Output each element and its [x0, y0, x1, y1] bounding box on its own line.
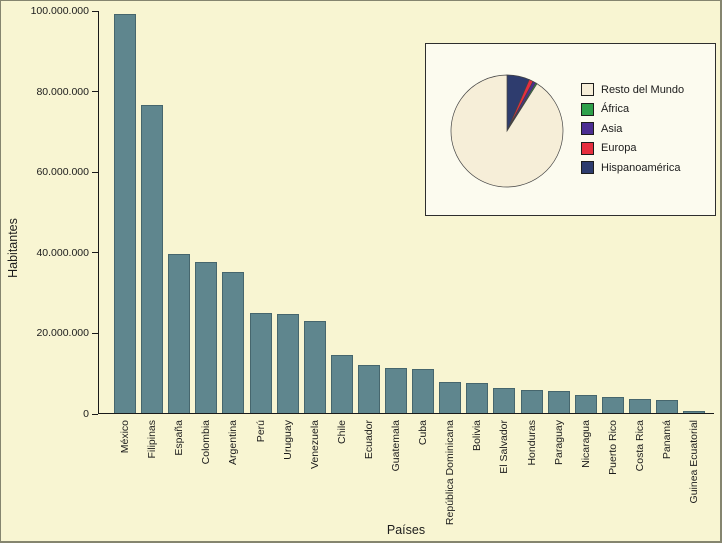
x-axis-title: Países [386, 523, 426, 537]
x-tick-label: México [119, 420, 131, 454]
legend-label: África [601, 103, 630, 115]
x-tick-label: Guatemala [390, 420, 402, 472]
x-tick-label: Ecuador [362, 420, 375, 460]
bar-chart-plot-area: 0 20.000.000 40.000.000 60.000.000 80.000.00… [31, 5, 714, 525]
bar [412, 369, 435, 413]
y-tick-label: 60.000.000 [36, 166, 89, 179]
x-tick-label: Puerto Rico [606, 420, 619, 475]
x-tick-label: Paraguay [552, 420, 565, 465]
bar [385, 368, 407, 413]
x-tick-label: Chile [335, 420, 348, 444]
legend-label: Europa [601, 142, 637, 154]
bar [276, 314, 299, 413]
bar [520, 390, 543, 413]
bar [168, 254, 191, 413]
x-tick-label: Filipinas [146, 420, 159, 459]
bar [628, 399, 651, 413]
x-tick-label: Panamá [661, 420, 673, 460]
legend-swatch [581, 161, 594, 174]
legend-item: Asia [581, 122, 684, 135]
y-axis-tick [92, 171, 98, 173]
legend-item: Resto del Mundo [581, 83, 684, 96]
pie-slice [450, 74, 564, 188]
bar [195, 262, 218, 413]
legend-label: Resto del Mundo [601, 83, 685, 96]
legend-swatch [581, 122, 594, 135]
legend-swatch [581, 83, 594, 96]
y-tick-label: 100.000.000 [30, 5, 89, 17]
bar [656, 400, 678, 413]
x-tick-label: Bolivia [471, 420, 484, 451]
x-tick-label: Perú [254, 420, 267, 443]
y-tick-label: 80.000.000 [36, 85, 89, 98]
pie-legend: Resto del Mundo África Asia Europa Hispanoam… [581, 83, 684, 174]
y-axis-tick [92, 252, 98, 254]
y-axis-tick [92, 332, 98, 334]
x-tick-label: Uruguay [281, 420, 294, 460]
bar [330, 355, 353, 413]
x-tick-label: Venezuela [308, 420, 321, 470]
y-tick-label: 0 [83, 408, 89, 420]
legend-item: África [581, 102, 684, 116]
legend-swatch [581, 102, 594, 116]
bar [249, 313, 272, 413]
legend-label: Asia [601, 122, 623, 135]
x-tick-label: España [173, 420, 186, 456]
x-tick-label: Cuba [417, 420, 430, 446]
x-tick-label: Costa Rica [633, 420, 646, 472]
x-tick-label: Nicaragua [579, 420, 592, 468]
legend-label: Hispanoamérica [601, 161, 681, 174]
bar [547, 391, 570, 413]
y-axis-tick [92, 413, 98, 415]
legend-item: Hispanoamérica [581, 161, 684, 174]
bar [303, 321, 326, 413]
y-tick-label: 40.000.000 [36, 246, 89, 259]
bar [466, 383, 489, 413]
bar [601, 397, 624, 413]
pie-chart-inset: Resto del Mundo África Asia Europa Hispanoam… [425, 43, 716, 216]
bar [357, 365, 380, 413]
bar [493, 388, 516, 413]
bar [439, 382, 462, 413]
bar [141, 105, 164, 413]
x-tick-label: El Salvador [498, 420, 511, 474]
bar [683, 411, 706, 413]
y-axis-tick [92, 10, 98, 12]
x-tick-label: República Dominicana [444, 420, 457, 526]
x-tick-label: Guinea Ecuatorial [688, 420, 701, 504]
bar [574, 395, 597, 413]
x-tick-label: Argentina [227, 420, 240, 465]
bar [114, 14, 136, 413]
y-axis-tick [92, 91, 98, 93]
y-tick-label: 20.000.000 [36, 327, 89, 340]
pie-chart [450, 74, 564, 188]
legend-swatch [581, 141, 594, 155]
x-tick-label: Honduras [525, 420, 538, 466]
x-tick-label: Colombia [200, 420, 213, 465]
legend-item: Europa [581, 141, 684, 155]
bar [222, 272, 245, 413]
